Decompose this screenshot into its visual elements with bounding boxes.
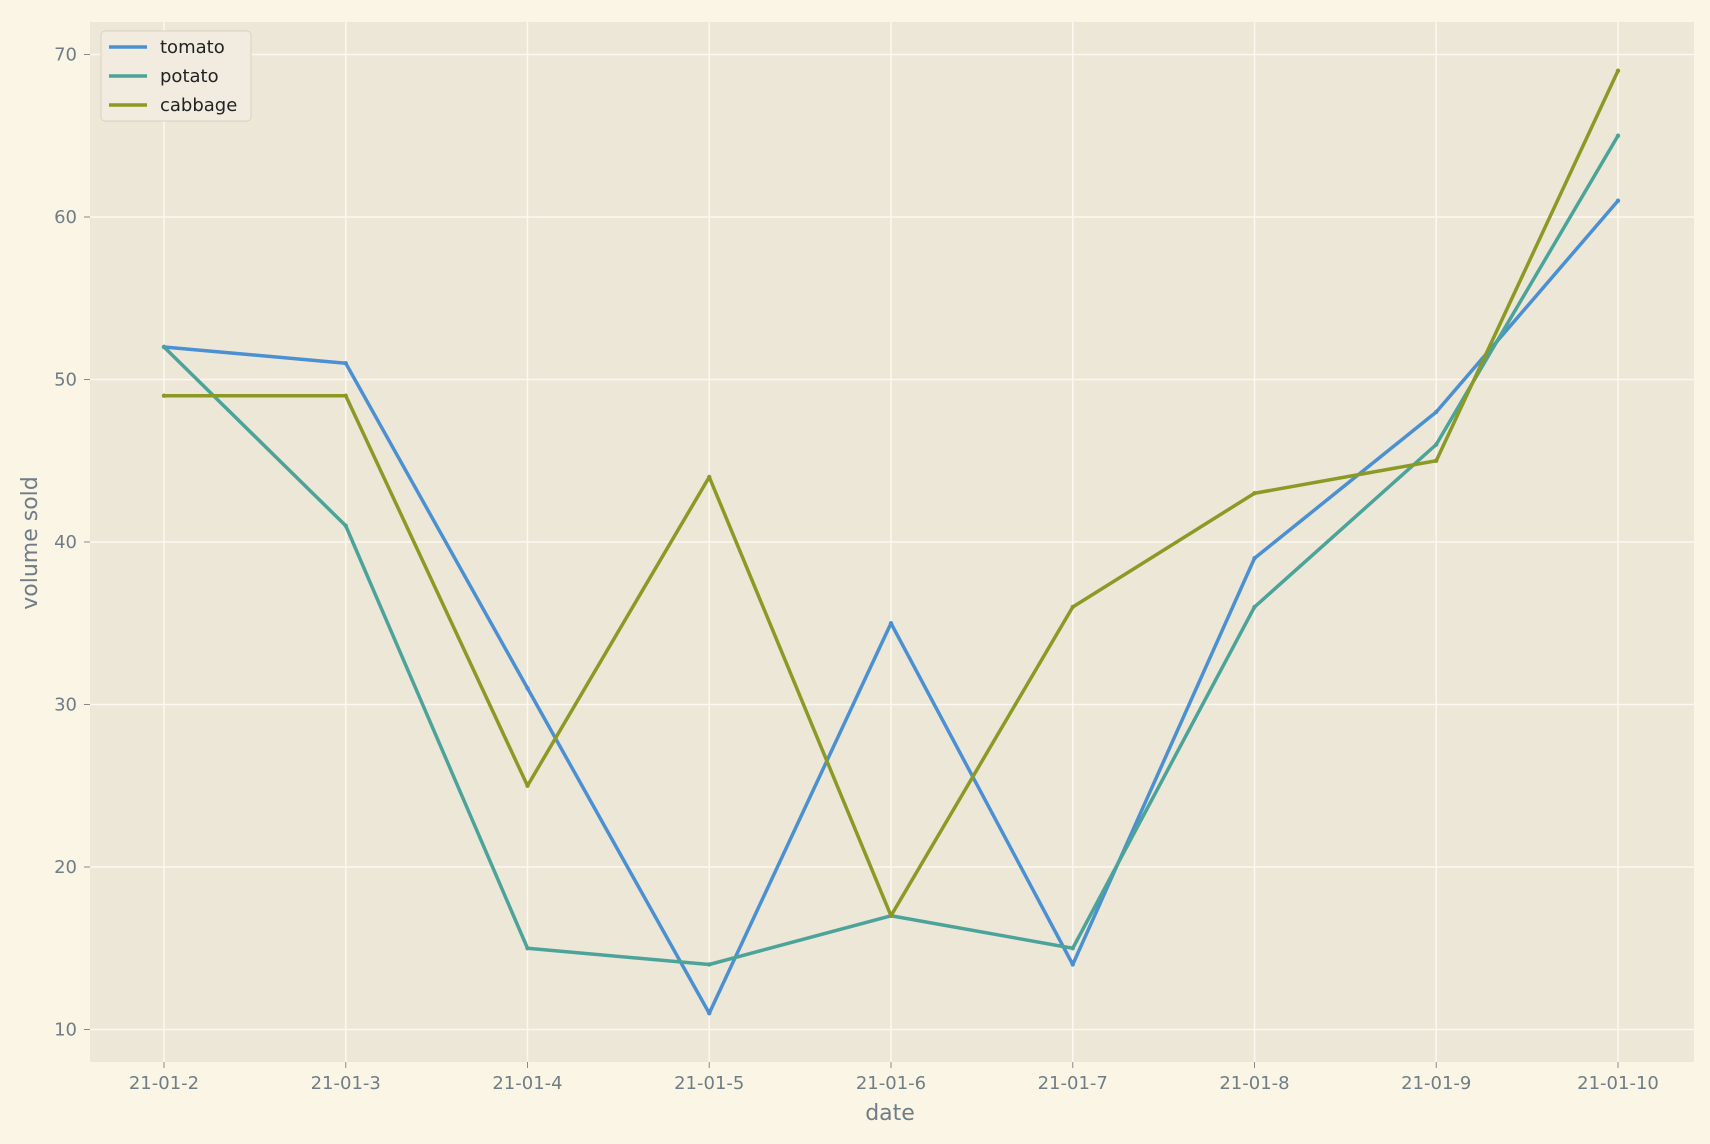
data-point-cabbage (525, 783, 530, 788)
data-point-cabbage (161, 393, 167, 398)
y-tick-label: 20 (54, 857, 77, 878)
y-tick-label: 50 (54, 370, 77, 391)
legend: tomato potato cabbage (100, 30, 252, 122)
data-point-potato (1434, 442, 1439, 447)
legend-label-potato: potato (160, 66, 219, 87)
x-tick-label: 21-01-8 (1219, 1073, 1289, 1094)
data-point-cabbage (1615, 68, 1621, 73)
data-point-potato (525, 946, 530, 951)
series-lines (161, 68, 1621, 1016)
legend-label-tomato: tomato (160, 37, 225, 58)
data-point-cabbage (1252, 491, 1257, 496)
x-tick-label: 21-01-5 (674, 1073, 744, 1094)
data-point-potato (1070, 946, 1075, 951)
y-tick-label: 40 (54, 532, 77, 553)
data-point-potato (1252, 604, 1257, 610)
data-point-tomato (1070, 962, 1075, 967)
data-point-tomato (1434, 409, 1439, 415)
y-tick-label: 10 (54, 1020, 77, 1041)
x-tick-label: 21-01-6 (856, 1073, 926, 1094)
data-point-potato (1615, 133, 1621, 138)
data-point-tomato (1615, 198, 1621, 203)
data-point-potato (343, 523, 348, 528)
y-tick-label: 70 (54, 45, 77, 66)
data-point-tomato (707, 1011, 712, 1016)
data-point-potato (707, 962, 712, 967)
y-axis-label: volume sold (18, 476, 43, 610)
x-tick-label: 21-01-3 (311, 1073, 381, 1094)
data-point-tomato (1252, 556, 1257, 561)
data-point-cabbage (707, 474, 712, 480)
legend-label-cabbage: cabbage (160, 95, 237, 116)
data-point-cabbage (1434, 458, 1439, 463)
x-tick-labels: 21-01-2 21-01-3 21-01-4 21-01-5 21-01-6 21-01… (129, 1062, 1659, 1094)
x-tick-label: 21-01-10 (1577, 1073, 1659, 1094)
x-tick-label: 21-01-4 (492, 1073, 562, 1094)
x-axis-label: date (865, 1101, 915, 1126)
data-point-potato (161, 344, 167, 350)
data-point-tomato (343, 361, 348, 366)
data-point-cabbage (1070, 604, 1075, 610)
grid-lines (90, 22, 1694, 1062)
y-tick-label: 30 (54, 695, 77, 716)
x-tick-label: 21-01-2 (129, 1073, 199, 1094)
y-tick-labels: 10 20 30 40 50 60 70 (54, 45, 90, 1041)
data-point-cabbage (343, 393, 348, 398)
y-tick-label: 60 (54, 207, 77, 228)
x-tick-label: 21-01-9 (1401, 1073, 1471, 1094)
legend-box (100, 30, 252, 122)
data-point-cabbage (888, 913, 894, 918)
data-point-tomato (888, 621, 894, 626)
x-tick-label: 21-01-7 (1038, 1073, 1108, 1094)
data-point-tomato (525, 686, 530, 691)
